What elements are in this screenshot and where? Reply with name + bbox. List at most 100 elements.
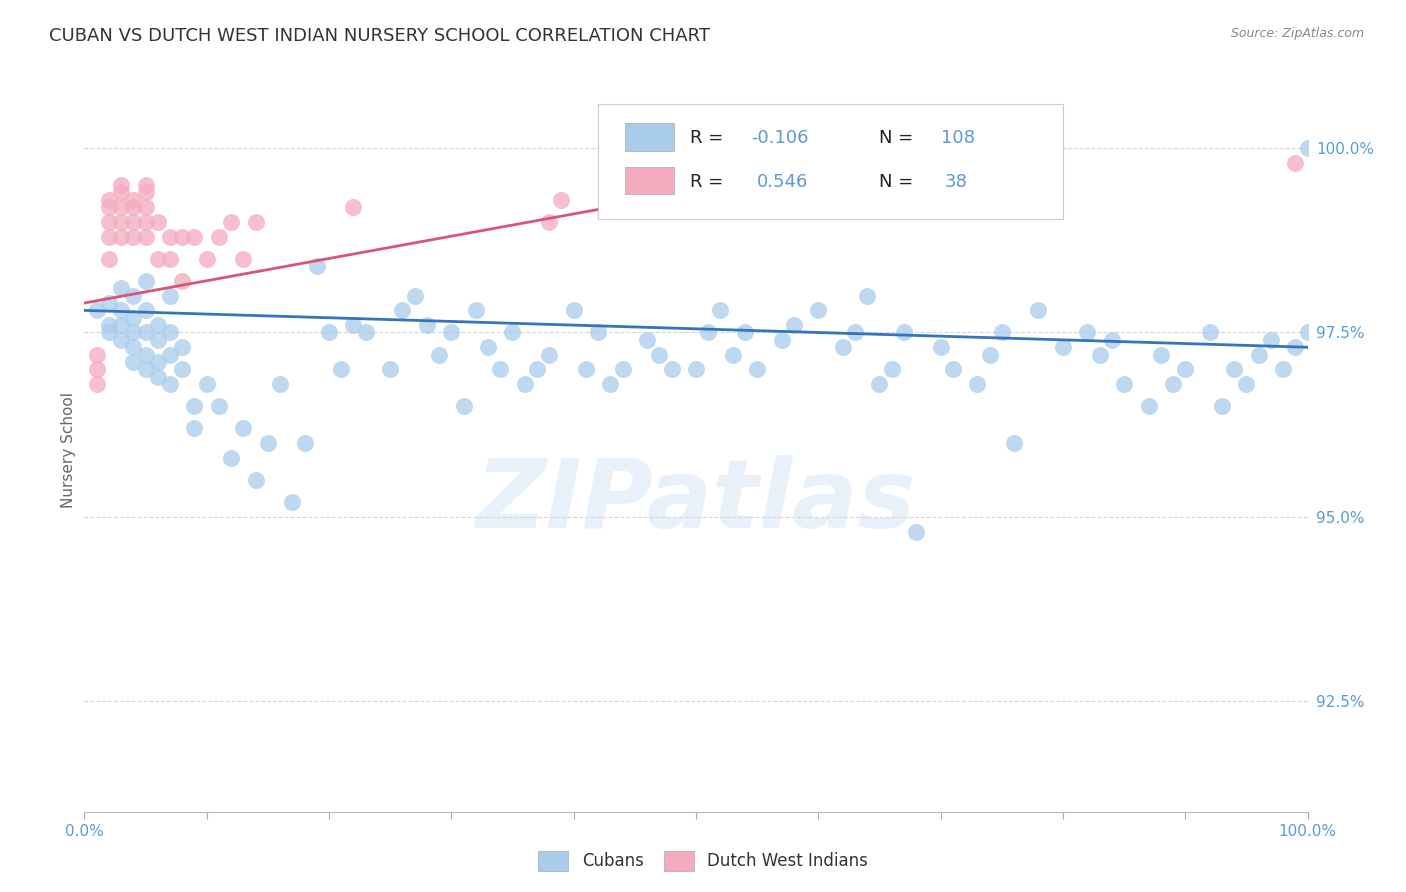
Point — [122, 288, 145, 302]
Point — [86, 348, 108, 362]
Point — [1260, 333, 1282, 347]
Point — [1052, 340, 1074, 354]
Point — [807, 303, 830, 318]
Point — [232, 252, 254, 266]
Point — [159, 348, 181, 362]
Text: R =: R = — [690, 173, 728, 191]
Point — [195, 252, 218, 266]
Point — [893, 326, 915, 340]
Point — [1272, 362, 1295, 376]
Point — [146, 369, 169, 384]
Point — [1114, 377, 1136, 392]
FancyBboxPatch shape — [626, 167, 673, 194]
FancyBboxPatch shape — [598, 103, 1063, 219]
Point — [172, 340, 194, 354]
Point — [380, 362, 402, 376]
Point — [513, 377, 536, 392]
Point — [269, 377, 291, 392]
Text: 108: 108 — [941, 129, 974, 147]
Point — [685, 362, 707, 376]
Point — [183, 399, 205, 413]
Point — [146, 318, 169, 332]
Point — [122, 310, 145, 325]
Point — [318, 326, 340, 340]
Point — [122, 215, 145, 229]
Point — [661, 362, 683, 376]
Point — [575, 362, 598, 376]
Point — [86, 377, 108, 392]
Point — [831, 340, 853, 354]
Y-axis label: Nursery School: Nursery School — [60, 392, 76, 508]
Point — [354, 326, 377, 340]
Point — [195, 377, 218, 392]
Point — [135, 348, 157, 362]
Text: 38: 38 — [945, 173, 967, 191]
Text: CUBAN VS DUTCH WEST INDIAN NURSERY SCHOOL CORRELATION CHART: CUBAN VS DUTCH WEST INDIAN NURSERY SCHOO… — [49, 27, 710, 45]
Point — [146, 355, 169, 369]
Point — [734, 326, 756, 340]
Point — [1137, 399, 1160, 413]
Text: 0.546: 0.546 — [758, 173, 808, 191]
Text: Source: ZipAtlas.com: Source: ZipAtlas.com — [1230, 27, 1364, 40]
Point — [159, 377, 181, 392]
Point — [110, 333, 132, 347]
Point — [122, 340, 145, 354]
Point — [135, 303, 157, 318]
Point — [477, 340, 499, 354]
Point — [880, 362, 903, 376]
Point — [122, 229, 145, 244]
Point — [135, 178, 157, 192]
Point — [245, 215, 267, 229]
Point — [219, 450, 242, 465]
Point — [232, 421, 254, 435]
Point — [342, 318, 364, 332]
Point — [172, 362, 194, 376]
Point — [1101, 333, 1123, 347]
FancyBboxPatch shape — [626, 123, 673, 151]
Point — [110, 200, 132, 214]
Text: N =: N = — [880, 129, 920, 147]
Point — [612, 362, 634, 376]
Point — [97, 229, 120, 244]
Point — [135, 200, 157, 214]
Point — [562, 303, 585, 318]
Point — [86, 303, 108, 318]
Point — [110, 178, 132, 192]
Point — [97, 215, 120, 229]
Point — [721, 348, 744, 362]
Point — [783, 318, 806, 332]
Point — [135, 229, 157, 244]
Point — [135, 362, 157, 376]
Point — [1236, 377, 1258, 392]
Point — [1284, 156, 1306, 170]
Point — [586, 326, 609, 340]
Point — [146, 252, 169, 266]
Point — [146, 215, 169, 229]
Point — [502, 326, 524, 340]
Point — [416, 318, 439, 332]
Point — [305, 259, 328, 273]
Point — [844, 326, 866, 340]
Point — [1296, 326, 1319, 340]
Point — [979, 348, 1001, 362]
Point — [146, 333, 169, 347]
Point — [440, 326, 463, 340]
Point — [135, 274, 157, 288]
Point — [97, 326, 120, 340]
Point — [159, 326, 181, 340]
Point — [942, 362, 965, 376]
Point — [404, 288, 426, 302]
Point — [122, 200, 145, 214]
Point — [1076, 326, 1098, 340]
Point — [219, 215, 242, 229]
Point — [342, 200, 364, 214]
Point — [869, 377, 891, 392]
Point — [526, 362, 548, 376]
Point — [648, 348, 671, 362]
Point — [159, 229, 181, 244]
Point — [747, 362, 769, 376]
Point — [464, 303, 486, 318]
Point — [135, 326, 157, 340]
Point — [172, 274, 194, 288]
Point — [1296, 141, 1319, 155]
